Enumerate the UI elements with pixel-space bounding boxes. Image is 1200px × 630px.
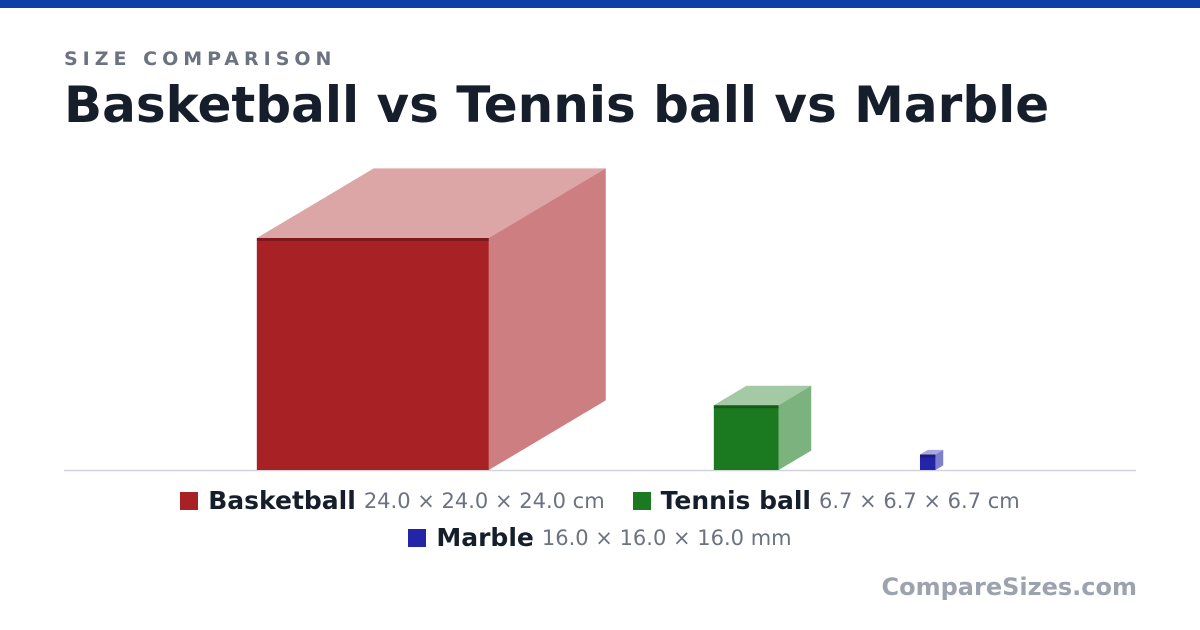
legend: Basketball 24.0 × 24.0 × 24.0 cm Tennis ba… [140, 486, 1060, 552]
legend-swatch [180, 491, 199, 510]
cube-top [919, 449, 944, 455]
legend-name: Marble [436, 523, 534, 552]
cube-edge [256, 238, 489, 241]
legend-item: Basketball 24.0 × 24.0 × 24.0 cm [180, 486, 605, 515]
legend-dimensions: 6.7 × 6.7 × 6.7 cm [819, 488, 1020, 513]
legend-dimensions: 24.0 × 24.0 × 24.0 cm [363, 488, 605, 513]
chart-title: Basketball vs Tennis ball vs Marble [64, 76, 1050, 134]
cube-side [935, 449, 944, 470]
subtitle: SIZE COMPARISON [64, 48, 337, 70]
cube-front [919, 454, 936, 470]
cube-top [713, 385, 812, 406]
legend-dimensions: 16.0 × 16.0 × 16.0 mm [541, 525, 792, 550]
cube-edge [919, 454, 936, 458]
brand: CompareSizes.com [881, 573, 1137, 601]
legend-name: Tennis ball [660, 486, 811, 515]
cube-side [778, 385, 812, 470]
legend-item: Marble 16.0 × 16.0 × 16.0 mm [408, 523, 792, 552]
cube-edge [713, 405, 779, 409]
legend-swatch [408, 528, 427, 547]
legend-swatch [632, 491, 651, 510]
legend-item: Tennis ball 6.7 × 6.7 × 6.7 cm [632, 486, 1020, 515]
legend-name: Basketball [208, 486, 356, 515]
cube-front [256, 238, 489, 470]
cube-side [488, 168, 606, 470]
top-bar [0, 0, 1200, 8]
cube-front [713, 405, 779, 470]
cube-top [256, 168, 606, 238]
